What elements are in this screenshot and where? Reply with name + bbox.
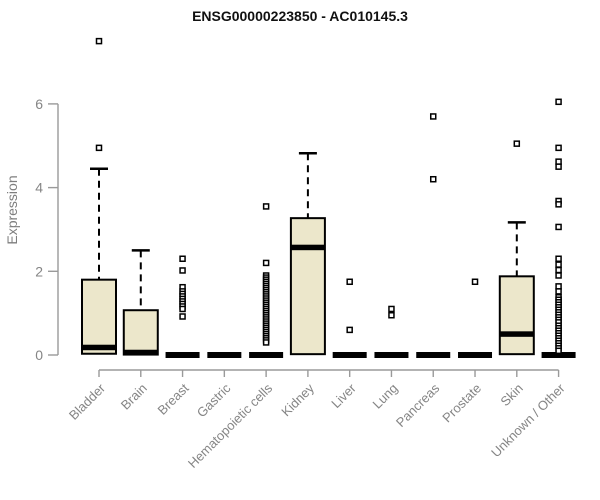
x-axis-label-lung: Lung [370,381,401,412]
outlier-hematopoietic-cells [262,259,270,267]
outlier-hematopoietic-cells [262,339,270,346]
y-axis-tick-label: 2 [35,263,43,279]
chart-title: ENSG00000223850 - AC010145.3 [192,8,408,24]
x-axis-label-prostate: Prostate [439,381,484,426]
outlier-breast [179,255,186,262]
outlier-breast [179,305,186,313]
x-axis-label-unknown-other: Unknown / Other [488,380,568,460]
outlier-liver [346,326,353,334]
outlier-bladder [95,144,103,152]
outlier-pancreas [429,175,437,183]
outlier-prostate [471,278,479,286]
outlier-lung [388,311,395,319]
median-unknown-other [541,352,576,358]
x-axis-label-liver: Liver [328,380,359,411]
outlier-unknown-other [555,163,562,170]
outlier-unknown-other [555,272,562,279]
outlier-pancreas [429,113,437,120]
outlier-unknown-other [555,144,562,152]
median-brain [123,349,158,356]
outlier-lung [388,305,395,313]
box-bladder [81,278,117,355]
median-bladder [82,344,116,351]
x-axis-label-brain: Brain [118,381,150,413]
x-axis-label-breast: Breast [155,380,192,417]
x-axis-label-pancreas: Pancreas [393,380,443,430]
x-axis-label-gastric: Gastric [194,380,234,420]
outlier-hematopoietic-cells [262,203,270,210]
outlier-unknown-other [555,98,562,106]
outlier-unknown-other [555,158,562,165]
outlier-unknown-other [555,255,562,262]
outlier-unknown-other [555,261,562,268]
outlier-liver [346,278,353,286]
box-skin [498,275,535,356]
outlier-bladder [95,37,103,45]
outlier-unknown-other [555,288,562,295]
y-axis-tick-label: 4 [35,180,43,196]
outlier-unknown-other [555,347,562,355]
y-axis-tick-label: 0 [35,347,43,363]
outlier-breast [179,267,186,274]
outlier-unknown-other [555,266,562,274]
outlier-unknown-other [555,283,562,290]
box-kidney [289,217,326,356]
outlier-unknown-other [555,223,562,231]
median-liver [332,352,367,358]
median-pancreas [416,352,451,358]
outlier-breast [179,313,186,320]
median-hematopoietic-cells [249,352,284,358]
x-axis-label-skin: Skin [497,381,525,409]
outlier-unknown-other [555,201,562,208]
median-breast [165,352,200,358]
outlier-skin [513,140,521,147]
x-axis-label-bladder: Bladder [66,380,109,423]
x-axis-label-kidney: Kidney [278,380,317,419]
box-brain [122,309,159,356]
median-gastric [207,352,242,358]
y-axis-tick-label: 6 [35,96,43,112]
median-lung [374,352,409,358]
median-kidney [290,244,325,251]
median-prostate [458,352,493,358]
median-skin [499,331,534,337]
